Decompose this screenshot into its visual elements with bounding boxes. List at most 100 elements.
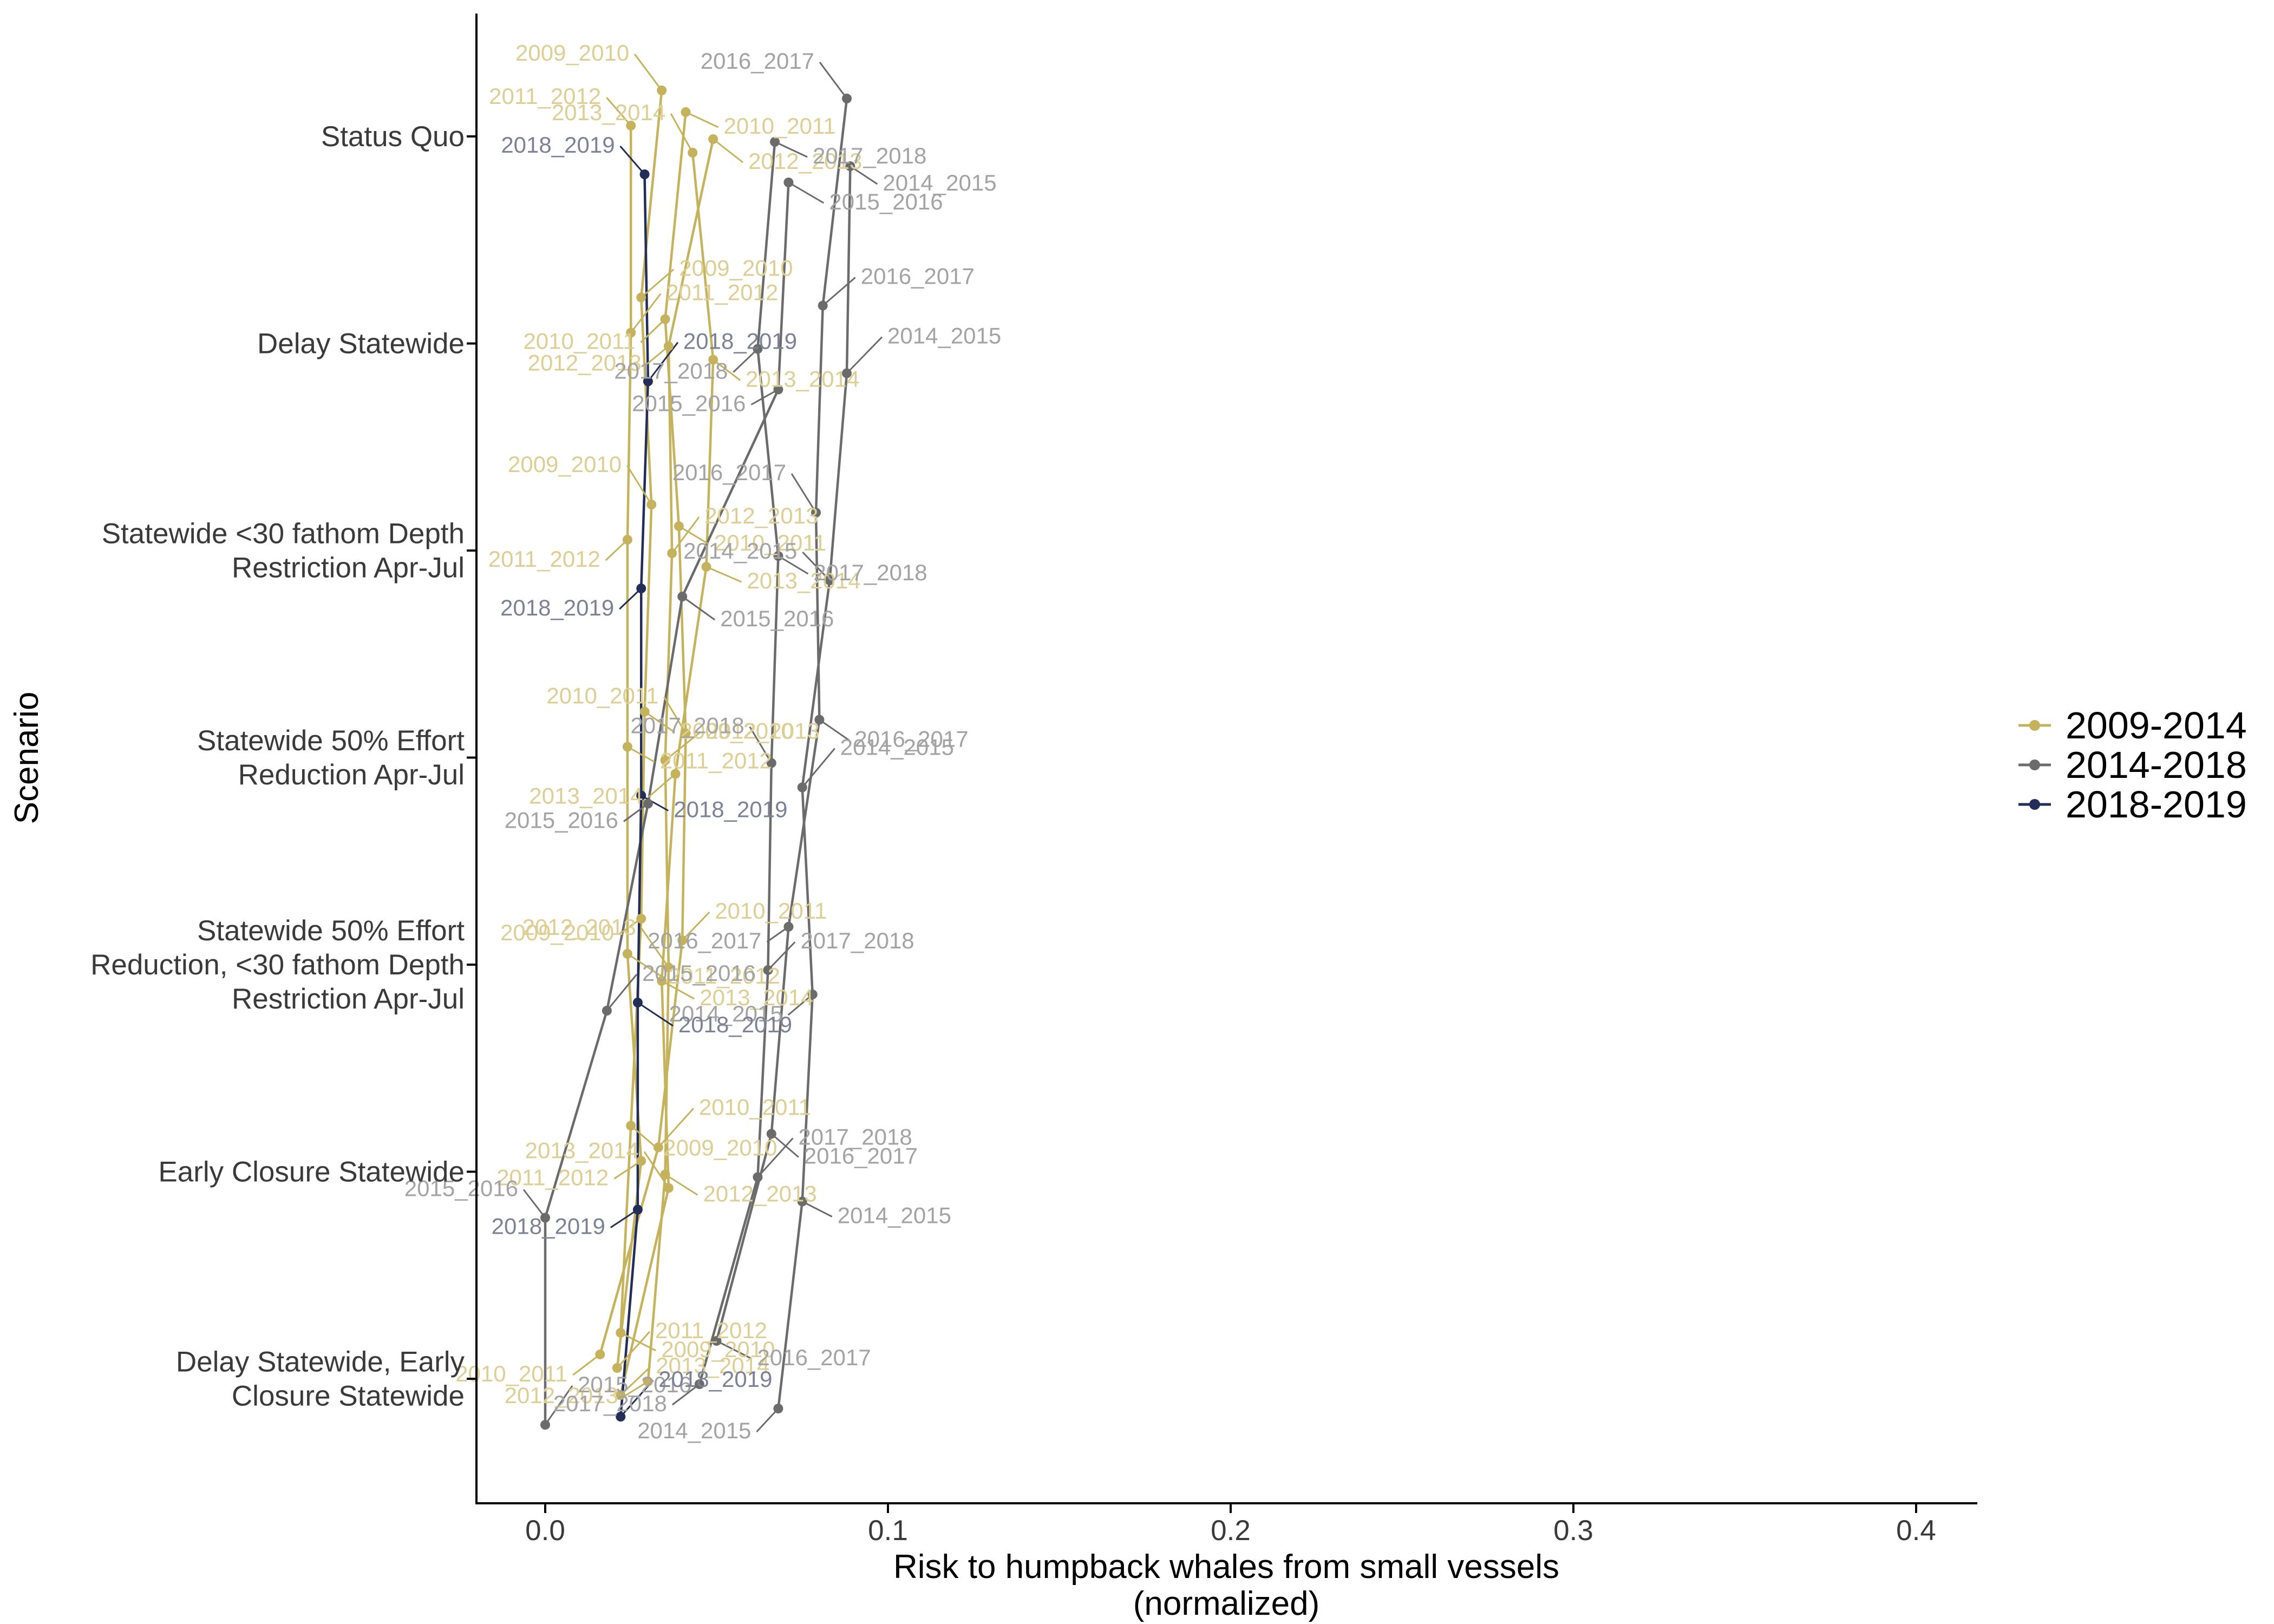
leader-line [619, 146, 645, 175]
point-label-2009-2010: 2009_2010 [663, 1135, 777, 1161]
point-label-2018-2019: 2018_2019 [674, 797, 787, 822]
point-label-2018-2019: 2018_2019 [501, 132, 615, 158]
point-label-2011-2012: 2011_2012 [668, 963, 780, 988]
leader-line [670, 113, 694, 153]
point-2010-2011-5 [653, 1142, 663, 1152]
point-2011-2012-6 [612, 1363, 622, 1373]
point-label-2010-2011: 2010_2011 [714, 530, 826, 555]
point-2014-2015-1 [842, 368, 852, 378]
point-2018-2019-0 [639, 169, 650, 179]
point-label-2015-2016: 2015_2016 [578, 1372, 691, 1397]
leader-line [627, 746, 655, 763]
leader-line [774, 141, 808, 158]
point-2017-2018-0 [770, 137, 780, 147]
leader-line [605, 539, 628, 561]
y-tick-label-statewide-50-effort-reduction-30-fathom-depth-restriction-apr-jul: Statewide 50% Effort Reduction, <30 fatho… [90, 915, 465, 1015]
point-label-2015-2016: 2015_2016 [632, 391, 746, 416]
point-2017-2018-3 [766, 758, 776, 768]
point-label-2012-2013: 2012_2013 [704, 503, 818, 528]
point-label-2013-2014: 2013_2014 [552, 100, 665, 125]
point-label-2017-2018: 2017_2018 [813, 560, 927, 585]
leader-line [630, 293, 662, 333]
leader-line [626, 465, 652, 505]
leader-line [822, 277, 856, 306]
point-label-2015-2016: 2015_2016 [642, 960, 756, 986]
legend-label-2014-2018: 2014-2018 [2066, 744, 2247, 786]
point-2012-2013-0 [708, 134, 718, 144]
point-2017-2018-6 [694, 1379, 704, 1389]
leader-line [756, 1407, 779, 1433]
leader-line [705, 566, 742, 583]
point-label-2017-2018: 2017_2018 [614, 358, 728, 384]
leader-line [637, 1001, 674, 1027]
leader-line [620, 1332, 656, 1352]
leader-line [606, 974, 638, 1011]
point-2015-2016-5 [540, 1213, 550, 1223]
point-2016-2017-0 [842, 94, 852, 103]
leader-line [802, 1201, 833, 1217]
x-tick-label: 0.1 [868, 1515, 908, 1547]
point-2015-2016-6 [540, 1420, 550, 1430]
point-label-2013-2014: 2013_2014 [747, 568, 861, 593]
leader-line [641, 928, 670, 968]
point-label-2013-2014: 2013_2014 [746, 366, 859, 392]
leader-line [788, 181, 825, 204]
point-label-2013-2014: 2013_2014 [525, 1138, 639, 1163]
point-2009-2010-1 [636, 292, 646, 303]
leader-line [522, 1189, 546, 1219]
point-label-2016-2017: 2016_2017 [672, 460, 786, 485]
leader-line [802, 551, 831, 581]
point-labels: 2009_2010 2009_2010 2009_2010 2009_2010 2009… [404, 40, 1002, 1443]
y-tick-label-delay-statewide: Delay Statewide [257, 328, 465, 360]
point-2016-2017-2 [811, 508, 821, 518]
legend-label-2009-2014: 2009-2014 [2066, 704, 2247, 746]
point-2015-2016-1 [773, 384, 783, 395]
leader-line [819, 62, 848, 99]
leader-line [777, 555, 809, 575]
leader-line [682, 911, 710, 941]
point-label-2015-2016: 2015_2016 [720, 606, 834, 631]
point-label-2012-2013: 2012_2013 [703, 1181, 817, 1207]
point-label-2017-2018: 2017_2018 [631, 713, 744, 738]
point-2013-2014-4 [657, 976, 667, 986]
legend-key-point [2029, 720, 2040, 731]
point-label-2011-2012: 2011_2012 [666, 280, 778, 305]
point-label-2010-2011: 2010_2011 [699, 1095, 811, 1120]
point-2016-2017-3 [814, 715, 825, 725]
plot-area: 2009_2010 2009_2010 2009_2010 2009_2010 2009… [404, 40, 1002, 1443]
leader-line [846, 336, 883, 374]
point-2014-2015-3 [797, 782, 807, 793]
leader-line [630, 1125, 659, 1150]
point-label-2018-2019: 2018_2019 [658, 1366, 772, 1392]
point-label-2013-2014: 2013_2014 [656, 1353, 769, 1378]
point-label-2016-2017: 2016_2017 [701, 48, 814, 74]
point-2010-2011-2 [674, 521, 684, 531]
leader-line [620, 1379, 654, 1418]
point-2012-2013-5 [660, 1169, 670, 1180]
point-2009-2010-5 [626, 1121, 636, 1131]
point-2015-2016-2 [677, 592, 688, 601]
x-tick-label: 0.2 [1211, 1515, 1251, 1547]
point-2016-2017-4 [783, 922, 794, 932]
point-label-2016-2017: 2016_2017 [854, 726, 968, 752]
leader-line [682, 595, 716, 621]
point-label-2012-2013: 2012_2013 [748, 148, 862, 174]
point-label-2012-2013: 2012_2013 [706, 718, 820, 744]
point-2018-2019-3 [636, 790, 646, 801]
point-2011-2012-3 [622, 742, 632, 752]
point-label-2014-2015: 2014_2015 [637, 1418, 751, 1443]
point-2010-2011-4 [677, 935, 688, 945]
point-label-2009-2010: 2009_2010 [508, 451, 622, 477]
leader-line [641, 269, 675, 298]
leader-line [713, 359, 741, 381]
point-2017-2018-1 [753, 344, 763, 354]
point-label-2011-2012: 2011_2012 [496, 1165, 609, 1190]
leader-line [641, 795, 669, 811]
point-label-2014-2015: 2014_2015 [838, 1203, 951, 1228]
point-2009-2010-2 [646, 500, 657, 509]
point-label-2010-2011: 2010_2011 [455, 1361, 567, 1386]
leader-line [610, 1209, 638, 1228]
point-2014-2015-5 [797, 1196, 807, 1207]
point-2017-2018-5 [753, 1172, 763, 1182]
point-label-2010-2011: 2010_2011 [715, 898, 827, 924]
